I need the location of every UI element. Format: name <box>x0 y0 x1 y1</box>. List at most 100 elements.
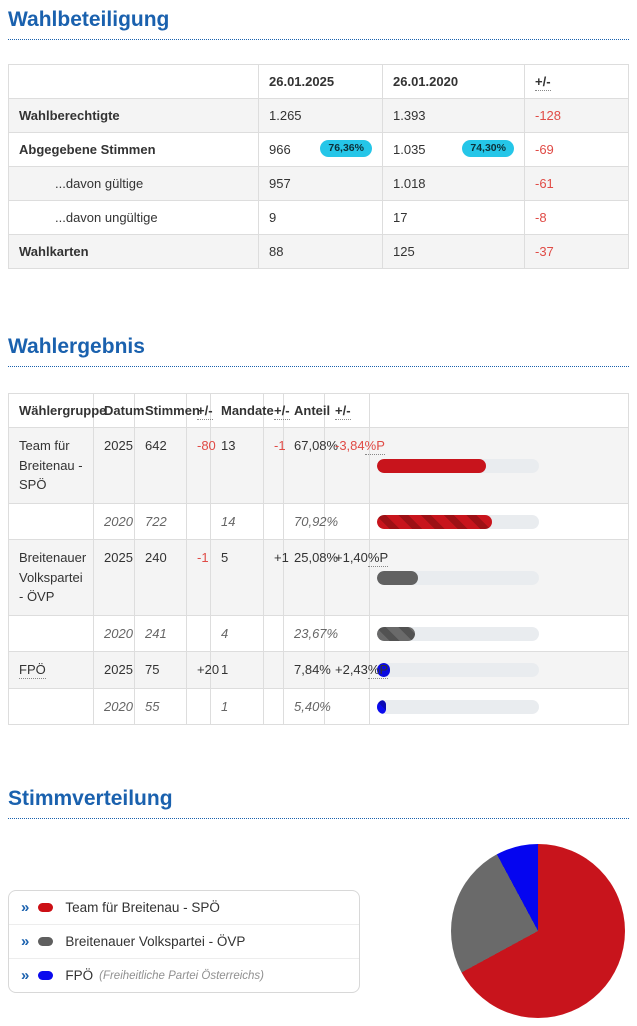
party-name <box>8 687 94 726</box>
diff-abbr[interactable]: +/- <box>274 403 290 421</box>
party-name: Breitenauer Volkspartei - ÖVP <box>8 539 94 616</box>
diff-abbr[interactable]: +/- <box>197 403 213 421</box>
share: 25,08% <box>283 539 338 616</box>
col-votes-diff: +/- <box>186 393 213 429</box>
row-label: ...davon ungültige <box>8 200 259 236</box>
table-row: Wahlberechtigte 1.265 1.393 -128 <box>8 98 629 134</box>
party-name: Team für Breitenau - SPÖ <box>8 427 94 504</box>
year: 2025 <box>93 539 135 616</box>
share-bar <box>377 570 539 585</box>
value-diff: -61 <box>524 166 629 202</box>
year: 2025 <box>93 651 135 689</box>
party-full-name: (Freiheitliche Partei Österreichs) <box>99 969 264 982</box>
party-name: FPÖ <box>8 651 94 689</box>
col-mandates-diff: +/- <box>263 393 290 429</box>
votes: 722 <box>134 502 187 541</box>
share-diff: +2,43%P <box>324 651 389 689</box>
party-name-abbr[interactable]: FPÖ <box>19 662 46 680</box>
table-row: ...davon ungültige 9 17 -8 <box>8 200 629 236</box>
party-row-ovp-2020: 2020 241 4 23,67% <box>8 614 629 653</box>
results-header-row: Wählergruppe Datum Stimmen +/- Mandate +… <box>8 393 629 429</box>
share: 67,08% <box>283 427 338 504</box>
section-distribution: Stimmverteilung » Team für Breitenau - S… <box>8 787 629 1019</box>
votes-diff: -80 <box>186 427 216 504</box>
percent-point-abbr[interactable]: %P <box>367 550 389 568</box>
pie-chart <box>451 844 625 1019</box>
votes: 55 <box>134 687 187 726</box>
share-bar-fill <box>377 626 416 641</box>
mandates-diff <box>263 651 284 689</box>
double-chevron-icon: » <box>21 967 29 985</box>
percent-point-abbr[interactable]: %P <box>364 438 385 456</box>
share-bar <box>377 626 539 641</box>
section-title-distribution: Stimmverteilung <box>8 787 629 820</box>
share-diff: -3,84%P <box>324 427 385 504</box>
share-diff <box>324 687 370 726</box>
mandates: 13 <box>210 427 264 504</box>
mandates: 1 <box>210 687 264 726</box>
turnout-table: 26.01.2025 26.01.2020 +/- Wahlberechtigt… <box>8 64 629 270</box>
votes-diff: +20 <box>186 651 219 689</box>
col-bar <box>369 393 629 429</box>
votes-diff: -1 <box>186 539 211 616</box>
party-name <box>8 502 94 541</box>
row-label: Wahlkarten <box>8 234 259 270</box>
section-results: Wahlergebnis Wählergruppe Datum Stimmen … <box>8 335 629 726</box>
value-2020: 125 <box>382 234 525 270</box>
votes-diff <box>186 687 211 726</box>
mandates-diff: -1 <box>263 427 286 504</box>
value-diff: -37 <box>524 234 629 270</box>
turnout-col-2025: 26.01.2025 <box>258 64 383 100</box>
votes-count: 1.035 <box>393 142 426 158</box>
table-row: ...davon gültige 957 1.018 -61 <box>8 166 629 202</box>
share-bar-cell <box>369 687 629 726</box>
value-2025: 966 76,36% <box>258 132 383 168</box>
legend-item-spo: » Team für Breitenau - SPÖ <box>21 899 220 917</box>
year: 2020 <box>93 687 135 726</box>
party-row-ovp-2025: Breitenauer Volkspartei - ÖVP 2025 240 -… <box>8 539 629 616</box>
year: 2020 <box>93 614 135 653</box>
share-bar-fill <box>377 458 486 473</box>
turnout-percent-badge: 76,36% <box>320 140 372 157</box>
share: 7,84% <box>283 651 331 689</box>
votes: 240 <box>134 539 187 616</box>
distribution-content: » Team für Breitenau - SPÖ » Breitenauer… <box>8 844 629 1019</box>
color-swatch-fpo <box>38 971 54 981</box>
mandates-diff: +1 <box>263 539 289 616</box>
share: 23,67% <box>283 614 338 653</box>
share-bar-fill <box>377 570 418 585</box>
share-bar <box>377 663 539 678</box>
turnout-col-empty <box>8 64 259 100</box>
party-row-fpo-2020: 2020 55 1 5,40% <box>8 687 629 726</box>
party-name <box>8 614 94 653</box>
double-chevron-icon: » <box>21 899 29 917</box>
col-date: Datum <box>93 393 144 429</box>
diff-abbr[interactable]: +/- <box>535 74 551 92</box>
share-bar <box>377 699 539 714</box>
col-mandates: Mandate <box>210 393 274 429</box>
value-2025: 957 <box>258 166 383 202</box>
section-turnout: Wahlbeteiligung 26.01.2025 26.01.2020 +/… <box>8 8 629 270</box>
row-label: Wahlberechtigte <box>8 98 259 134</box>
share-bar <box>377 458 539 473</box>
value-2020: 17 <box>382 200 525 236</box>
turnout-percent-badge: 74,30% <box>462 140 514 157</box>
legend-item-fpo: » FPÖ (Freiheitliche Partei Österreichs) <box>9 958 359 992</box>
value-2025: 9 <box>258 200 383 236</box>
mandates: 4 <box>210 614 264 653</box>
color-swatch-ovp <box>38 937 54 947</box>
col-share-diff: +/- <box>324 393 370 429</box>
mandates: 5 <box>210 539 264 616</box>
col-group: Wählergruppe <box>8 393 106 429</box>
value-2025: 88 <box>258 234 383 270</box>
mandates: 1 <box>210 651 264 689</box>
votes-diff <box>186 614 211 653</box>
diff-abbr[interactable]: +/- <box>335 403 351 421</box>
value-2025: 1.265 <box>258 98 383 134</box>
value-diff: -69 <box>524 132 629 168</box>
share: 5,40% <box>283 687 331 726</box>
percent-point-abbr[interactable]: %P <box>367 662 389 680</box>
votes-count: 966 <box>269 142 291 158</box>
double-chevron-icon: » <box>21 933 29 951</box>
